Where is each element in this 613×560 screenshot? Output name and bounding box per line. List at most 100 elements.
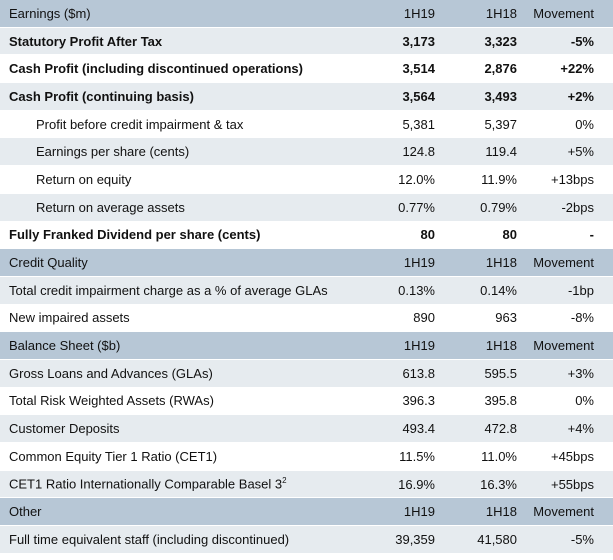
value-1h18: 119.4 [485, 144, 517, 160]
column-header-1h18: 1H18 [485, 504, 517, 520]
row-label: Cash Profit (including discontinued oper… [0, 61, 370, 76]
value-1h18: 963 [495, 310, 517, 326]
value-1h18: 16.3% [480, 476, 517, 492]
value-1h19: 0.13% [398, 282, 435, 298]
value-1h19: 3,173 [402, 33, 435, 49]
value-1h18: 41,580 [477, 531, 517, 547]
row-label-text: Earnings per share (cents) [36, 144, 190, 160]
value-1h19: 16.9% [398, 476, 435, 492]
value-movement: +45bps [550, 448, 594, 464]
table-row: CET1 Ratio Internationally Comparable Ba… [0, 470, 613, 499]
row-label-text: Profit before credit impairment & tax [36, 116, 244, 132]
table-row: Full time equivalent staff (including di… [0, 526, 613, 554]
value-1h19: 613.8 [402, 365, 435, 381]
value-1h19: 493.4 [402, 421, 435, 437]
value-movement: -5% [570, 531, 594, 547]
row-label-text: Cash Profit (continuing basis) [9, 88, 194, 104]
table-row: Total credit impairment charge as a % of… [0, 276, 613, 305]
value-1h18: 595.5 [484, 365, 517, 381]
column-header-1h18: 1H18 [485, 338, 517, 354]
section-header: Other 1H19 1H18 Movement [0, 498, 613, 527]
value-1h18: 0.14% [480, 282, 517, 298]
value-movement: +22% [560, 61, 594, 77]
value-1h18: 2,876 [484, 61, 517, 77]
row-label: Fully Franked Dividend per share (cents) [0, 227, 370, 242]
table-row: Customer Deposits 493.4 472.8 +4% [0, 415, 613, 443]
value-1h19: 3,564 [402, 88, 435, 104]
section-header: Earnings ($m) 1H19 1H18 Movement [0, 0, 613, 28]
value-movement: +13bps [550, 171, 594, 187]
value-1h19: 80 [420, 227, 435, 243]
row-label: Total Risk Weighted Assets (RWAs) [0, 393, 370, 408]
section-title: Credit Quality [9, 255, 88, 271]
value-1h18: 395.8 [484, 393, 517, 409]
row-label: Cash Profit (continuing basis) [0, 89, 370, 104]
column-header-1h19: 1H19 [403, 338, 435, 354]
row-label: Earnings per share (cents) [0, 144, 370, 159]
table-row: Common Equity Tier 1 Ratio (CET1) 11.5% 11… [0, 443, 613, 471]
row-label: Statutory Profit After Tax [0, 34, 370, 49]
row-label-text: Common Equity Tier 1 Ratio (CET1) [9, 448, 218, 464]
column-header-1h19: 1H19 [403, 5, 435, 21]
row-label: Return on average assets [0, 200, 370, 215]
value-movement: 0% [575, 116, 594, 132]
value-1h18: 11.9% [481, 171, 517, 187]
table-row: Return on equity 12.0% 11.9% +13bps [0, 166, 613, 194]
row-label-text: New impaired assets [9, 310, 130, 326]
value-movement: 0% [575, 393, 594, 409]
value-1h19: 0.77% [398, 199, 435, 215]
table-row: Return on average assets 0.77% 0.79% -2bps [0, 193, 613, 222]
value-1h19: 124.8 [402, 144, 435, 160]
section-header: Balance Sheet ($b) 1H19 1H18 Movement [0, 332, 613, 360]
row-label-text: Statutory Profit After Tax [9, 33, 163, 49]
table-row: Total Risk Weighted Assets (RWAs) 396.3 39… [0, 387, 613, 416]
row-label-text: Total Risk Weighted Assets (RWAs) [9, 393, 214, 409]
row-label: Common Equity Tier 1 Ratio (CET1) [0, 449, 370, 464]
section-title: Earnings ($m) [9, 5, 91, 21]
row-label-text: Full time equivalent staff (including di… [9, 531, 290, 547]
row-label: Total credit impairment charge as a % of… [0, 283, 370, 298]
row-label: Gross Loans and Advances (GLAs) [0, 366, 370, 381]
table-row: Cash Profit (including discontinued oper… [0, 55, 613, 84]
value-movement: +4% [567, 421, 594, 437]
section-header: Credit Quality 1H19 1H18 Movement [0, 249, 613, 277]
value-1h18: 3,323 [484, 33, 517, 49]
value-movement: +55bps [550, 476, 594, 492]
value-1h18: 5,397 [484, 116, 517, 132]
value-1h18: 11.0% [481, 448, 517, 464]
value-1h19: 12.0% [398, 171, 435, 187]
row-label-text: Return on equity [36, 171, 132, 187]
column-header-movement: Movement [533, 255, 594, 271]
column-header-movement: Movement [533, 5, 594, 21]
value-movement: -5% [570, 33, 594, 49]
value-1h18: 80 [502, 227, 517, 243]
value-movement: -2bps [561, 199, 594, 215]
value-movement: +5% [567, 144, 594, 160]
value-1h19: 5,381 [402, 116, 435, 132]
column-header-1h19: 1H19 [403, 504, 435, 520]
value-1h19: 890 [413, 310, 435, 326]
value-1h18: 472.8 [484, 421, 517, 437]
value-1h19: 11.5% [399, 448, 435, 464]
table-row: New impaired assets 890 963 -8% [0, 304, 613, 333]
row-label-text: Fully Franked Dividend per share (cents) [9, 227, 261, 243]
table-row: Cash Profit (continuing basis) 3,564 3,493… [0, 83, 613, 111]
table-row: Gross Loans and Advances (GLAs) 613.8 595.… [0, 359, 613, 388]
column-header-movement: Movement [533, 338, 594, 354]
column-header-movement: Movement [533, 504, 594, 520]
value-1h18: 3,493 [484, 88, 517, 104]
row-label-text: Return on average assets [36, 199, 185, 215]
value-movement: -8% [570, 310, 594, 326]
table-row: Fully Franked Dividend per share (cents)… [0, 221, 613, 250]
row-label: Return on equity [0, 172, 370, 187]
row-label-text: Cash Profit (including discontinued oper… [9, 61, 303, 77]
column-header-1h18: 1H18 [485, 5, 517, 21]
value-movement: - [589, 227, 594, 243]
footnote-marker: 2 [282, 476, 287, 486]
column-header-1h19: 1H19 [403, 255, 435, 271]
row-label-text: Customer Deposits [9, 421, 120, 437]
row-label: CET1 Ratio Internationally Comparable Ba… [0, 476, 370, 491]
value-1h19: 3,514 [402, 61, 435, 77]
table-row: Statutory Profit After Tax 3,173 3,323 -5% [0, 27, 613, 56]
